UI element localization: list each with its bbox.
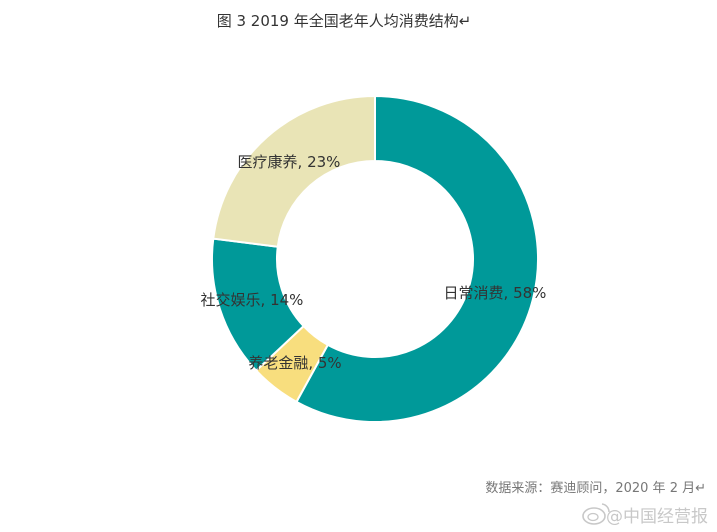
slice-4 [212,94,376,248]
watermark-text: @中国经营报 [606,507,708,527]
donut-slices [211,94,539,423]
slice-label-4: 医疗康养, 23% [238,153,341,171]
slice-labels: 日常消费, 58% 养老金融, 5% 社交娱乐, 14% 医疗康养, 23% [201,153,547,372]
watermark: @中国经营报 [582,503,708,527]
slice-label-2: 养老金融, 5% [248,354,341,372]
slice-label-3: 社交娱乐, 14% [201,291,304,309]
slice-1 [295,94,539,423]
slice-label-1: 日常消费, 58% [444,284,547,302]
source-note: 数据来源：赛迪顾问，2020 年 2 月↵ [485,480,706,496]
chart-title: 图 3 2019 年全国老年人均消费结构↵ [217,12,472,30]
weibo-logo-icon [582,503,610,525]
